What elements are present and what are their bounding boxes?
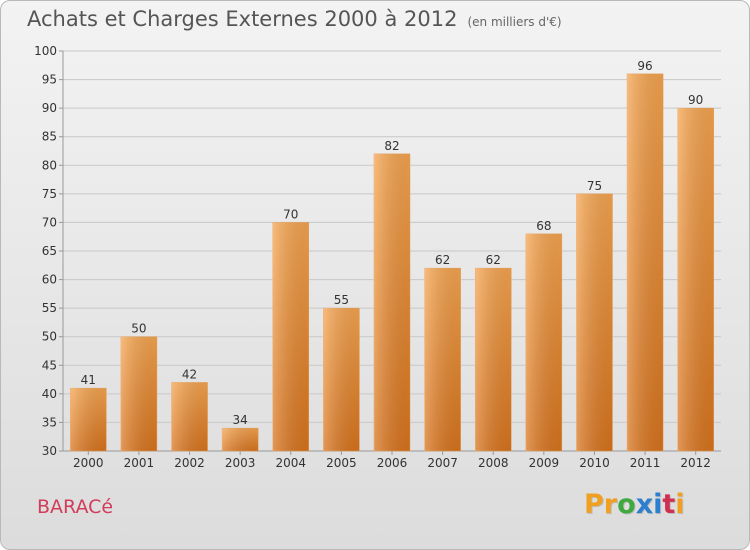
logo-letter: i [653,489,663,520]
bar-shading [424,268,461,451]
y-tick-label: 40 [42,387,57,401]
logo-letter: x [635,489,654,520]
data-label-2009: 68 [536,219,551,233]
y-tick-label: 50 [42,330,57,344]
y-tick-label: 85 [42,130,57,144]
x-tick-label-2011: 2011 [630,456,661,470]
data-label-2012: 90 [688,93,703,107]
data-label-2002: 42 [182,367,197,381]
data-label-2005: 55 [334,293,349,307]
x-tick-label-2009: 2009 [529,456,560,470]
chart-subtitle: (en milliers d'€) [467,15,562,29]
logo-letter: t [662,489,676,520]
bar-shading [627,73,664,451]
bar-shading [120,336,157,451]
y-tick-label: 90 [42,101,57,115]
bar-shading [222,428,259,451]
bar-shading [525,233,562,451]
commune-name: BARACé [37,496,114,518]
data-label-2003: 34 [233,413,248,427]
bar-shading [171,382,208,451]
bars [70,73,714,452]
x-tick-label-2003: 2003 [225,456,256,470]
data-label-2006: 82 [384,139,399,153]
bar-shading [323,308,360,451]
y-tick-label: 35 [42,415,57,429]
x-tick-label-2004: 2004 [275,456,306,470]
bar-shading [475,268,512,451]
x-tick-label-2007: 2007 [427,456,458,470]
x-tick-label-2010: 2010 [579,456,610,470]
logo-letter: i [675,489,685,520]
x-tick-label-2002: 2002 [174,456,205,470]
x-tick-label-2000: 2000 [73,456,104,470]
y-tick-label: 45 [42,358,57,372]
data-label-2008: 62 [486,253,501,267]
y-tick-label: 65 [42,244,57,258]
data-label-2001: 50 [131,322,146,336]
x-tick-label-2008: 2008 [478,456,509,470]
data-label-2000: 41 [81,373,96,387]
bar-shading [272,222,309,451]
logo-letter: r [603,489,618,520]
chart-title-text: Achats et Charges Externes 2000 à 2012 [27,7,458,31]
bar-shading [374,153,410,451]
logo-letter: o [617,489,636,520]
chart-title: Achats et Charges Externes 2000 à 2012 (e… [27,7,562,31]
y-tick-label: 30 [42,444,57,458]
y-tick-label: 100 [34,44,57,58]
data-label-2007: 62 [435,253,450,267]
bar-shading [70,388,107,451]
y-tick-label: 95 [42,73,57,87]
x-tick-label-2012: 2012 [680,456,711,470]
labels: 41 2000 50 2001 42 2002 34 2003 70 2004 55 2005 82 20… [73,59,711,470]
proxiti-logo: Proxiti [584,489,685,520]
y-tick-label: 75 [42,187,57,201]
data-label-2011: 96 [637,59,652,73]
y-tick-label: 70 [42,215,57,229]
data-label-2004: 70 [283,207,298,221]
y-tick-label: 60 [42,273,57,287]
x-tick-label-2006: 2006 [377,456,408,470]
bar-shading [576,193,613,451]
x-tick-label-2005: 2005 [326,456,357,470]
x-tick-label-2001: 2001 [124,456,155,470]
y-tick-label: 80 [42,158,57,172]
logo-letter: P [584,489,604,520]
y-tick-label: 55 [42,301,57,315]
bar-shading [677,108,714,452]
data-label-2010: 75 [587,179,602,193]
